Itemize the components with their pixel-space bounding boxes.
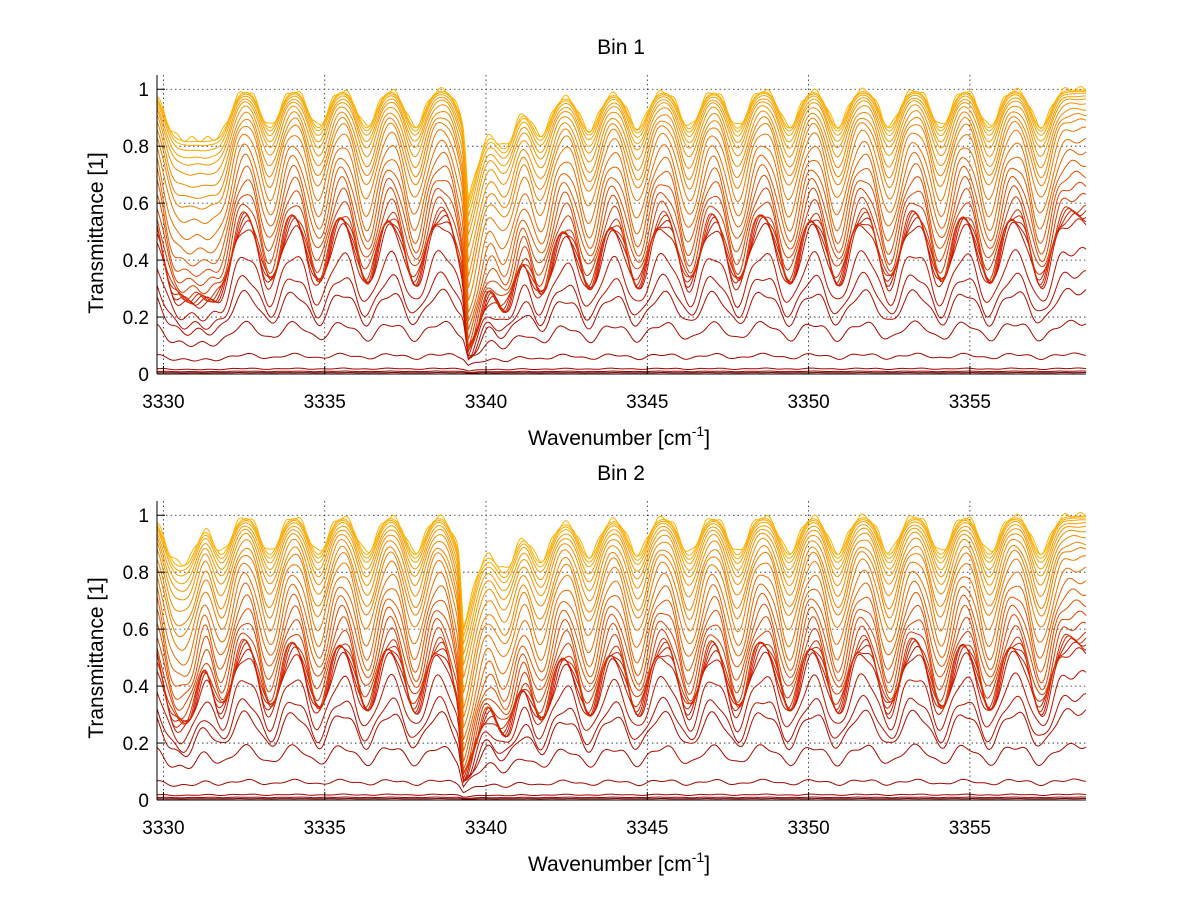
spectra bbox=[156, 85, 1087, 374]
series-line bbox=[156, 588, 1087, 763]
series-line bbox=[156, 631, 1087, 774]
series-line bbox=[156, 367, 1087, 372]
series-line bbox=[156, 517, 1087, 637]
series-line bbox=[157, 352, 1087, 367]
y-axis-label: Transmittance [1] bbox=[85, 152, 108, 313]
series-line bbox=[156, 159, 1087, 331]
x-tick-label: 3355 bbox=[949, 818, 991, 839]
series-line bbox=[156, 92, 1087, 217]
x-tick-label: 3340 bbox=[465, 818, 507, 839]
series-line bbox=[156, 98, 1087, 236]
x-axis-label: Wavenumber [cm-1] bbox=[528, 423, 710, 450]
x-tick-label: 3345 bbox=[626, 392, 668, 413]
series-line bbox=[156, 522, 1086, 655]
series-line bbox=[156, 641, 1087, 784]
series-line bbox=[156, 742, 1087, 789]
y-tick-label: 1 bbox=[138, 506, 149, 527]
chart-title: Bin 1 bbox=[597, 36, 645, 59]
series-line bbox=[156, 529, 1087, 679]
series-line bbox=[157, 372, 1086, 374]
series-line bbox=[156, 218, 1087, 359]
series-line bbox=[156, 693, 1087, 781]
y-tick-label: 0.4 bbox=[123, 251, 150, 272]
series-line bbox=[156, 319, 1087, 360]
series-line bbox=[156, 85, 1087, 200]
series-line bbox=[156, 511, 1087, 628]
y-tick-label: 0 bbox=[138, 365, 149, 386]
series-line bbox=[156, 90, 1087, 209]
series-line bbox=[156, 287, 1087, 357]
series-line bbox=[156, 107, 1087, 263]
y-tick-label: 0.4 bbox=[123, 677, 150, 698]
x-tick-label: 3350 bbox=[787, 818, 829, 839]
y-tick-label: 0 bbox=[138, 791, 149, 812]
chart-bin-1: Bin 1 3330 3335 3340 3345 3350 3355 0 0.2 0.4 0.6… bbox=[85, 36, 1087, 450]
series-line bbox=[156, 118, 1087, 289]
y-tick-label: 1 bbox=[138, 80, 149, 101]
series-line bbox=[156, 210, 1087, 350]
series-line bbox=[156, 647, 1087, 783]
series-line bbox=[156, 270, 1087, 359]
series-line bbox=[156, 534, 1087, 694]
series-line bbox=[156, 170, 1087, 340]
spectra bbox=[156, 511, 1087, 800]
y-tick-label: 0.6 bbox=[123, 620, 149, 641]
x-axis-label: Wavenumber [cm-1] bbox=[528, 849, 710, 876]
series-line bbox=[156, 204, 1087, 350]
series-line bbox=[156, 669, 1087, 782]
x-tick-label: 3345 bbox=[626, 818, 668, 839]
series-line bbox=[156, 148, 1087, 322]
series-line bbox=[156, 793, 1087, 798]
series-line bbox=[156, 637, 1087, 779]
x-tick-label: 3330 bbox=[142, 392, 184, 413]
y-tick-label: 0.8 bbox=[123, 137, 149, 158]
series-line bbox=[156, 547, 1087, 718]
series-line bbox=[156, 181, 1087, 347]
x-tick-label: 3355 bbox=[949, 392, 991, 413]
chart-bin-2: Bin 2 3330 3335 3340 3345 3350 3355 0 0.2 0.4 0.6… bbox=[85, 462, 1087, 876]
series-line bbox=[156, 137, 1087, 313]
series-line bbox=[156, 95, 1086, 227]
series-line bbox=[156, 102, 1087, 248]
series-line bbox=[156, 566, 1087, 741]
y-tick-label: 0.2 bbox=[123, 308, 149, 329]
y-tick-label: 0.8 bbox=[123, 563, 149, 584]
series-line bbox=[156, 192, 1087, 351]
series-line bbox=[157, 796, 1087, 799]
series-line bbox=[156, 212, 1087, 352]
series-line bbox=[156, 525, 1087, 666]
series-line bbox=[156, 708, 1087, 783]
series-line bbox=[156, 112, 1087, 277]
y-tick-label: 0.2 bbox=[123, 734, 149, 755]
series-line bbox=[156, 621, 1087, 773]
series-line bbox=[157, 798, 1086, 800]
series-line bbox=[157, 778, 1087, 794]
series-line bbox=[156, 555, 1087, 729]
series-line bbox=[156, 541, 1087, 709]
x-tick-label: 3350 bbox=[787, 392, 829, 413]
chart-title: Bin 2 bbox=[597, 462, 645, 485]
series-line bbox=[157, 370, 1087, 373]
y-axis-label: Transmittance [1] bbox=[85, 577, 108, 738]
x-tick-label: 3335 bbox=[304, 818, 346, 839]
x-tick-label: 3335 bbox=[304, 392, 346, 413]
series-line bbox=[156, 246, 1087, 361]
series-line bbox=[156, 577, 1087, 752]
y-tick-label: 0.6 bbox=[123, 194, 149, 215]
series-line bbox=[156, 126, 1087, 301]
x-tick-label: 3340 bbox=[465, 392, 507, 413]
series-line bbox=[156, 599, 1087, 772]
x-tick-label: 3330 bbox=[142, 818, 184, 839]
series-line bbox=[156, 519, 1087, 645]
series-line bbox=[156, 610, 1087, 773]
